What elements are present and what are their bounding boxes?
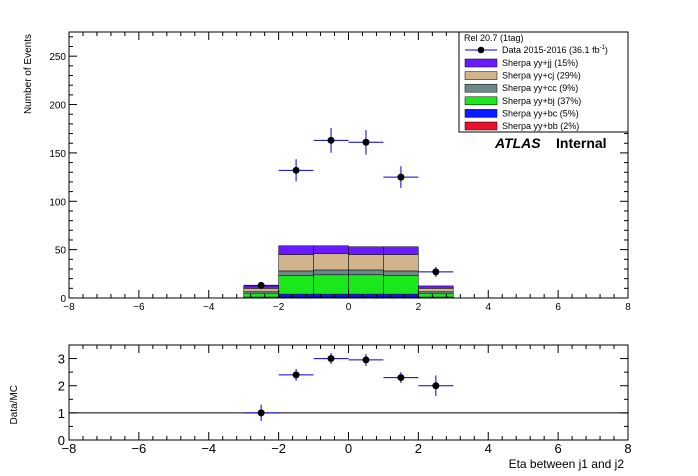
ratio-point (432, 382, 440, 390)
atlas-label: ATLAS (494, 135, 541, 151)
y-axis-label: Number of Events (23, 34, 34, 114)
ratio-y-tick-label: 1 (58, 406, 65, 421)
y-tick-label: 0 (60, 294, 66, 305)
legend-label: Sherpa yy+cj (29%) (502, 71, 581, 81)
data-points (243, 127, 454, 289)
stack-bar (313, 269, 349, 276)
ratio-x-tick-label: 6 (555, 441, 562, 456)
x-tick-label: −4 (203, 302, 215, 313)
ratio-point (362, 356, 370, 364)
ratio-x-tick-label: −6 (131, 441, 146, 456)
ratio-point (257, 409, 265, 417)
legend-header: Rel 20.7 (1tag) (464, 33, 524, 43)
x-tick-label: −6 (133, 302, 145, 313)
internal-label: Internal (556, 135, 607, 151)
ratio-x-tick-label: 4 (485, 441, 492, 456)
data-point (257, 281, 265, 289)
legend-swatch (464, 58, 498, 68)
legend-stack-entries: Sherpa yy+jj (15%) Sherpa yy+cj (29%) Sher… (464, 58, 581, 131)
legend-data-label: Data 2015-2016 (36.1 fb-1) (502, 45, 608, 55)
legend-data-marker (477, 46, 485, 54)
stack-bar (383, 254, 419, 272)
ratio-x-tick-label: 0 (345, 441, 352, 456)
ratio-y-tick-label: 2 (58, 379, 65, 394)
x-tick-label: −8 (63, 302, 75, 313)
ratio-x-tick-label: −4 (201, 441, 216, 456)
stack-bar (383, 293, 419, 298)
y-tick-label: 250 (49, 52, 66, 63)
main-plot: −8 −6 −4 −2 0 2 4 6 8 0 50 100 150 200 250 Number of E… (23, 31, 631, 313)
stack-bar (383, 270, 419, 277)
ratio-y-tick-label: 3 (58, 352, 65, 367)
legend-label: Sherpa yy+bc (5%) (502, 108, 579, 118)
y-tick-label: 150 (49, 149, 66, 160)
legend-swatch (464, 71, 498, 80)
stack-bar (383, 246, 419, 255)
legend-label: Sherpa yy+cc (9%) (502, 83, 578, 93)
stack-bar (278, 245, 314, 255)
stack-bar (278, 293, 314, 298)
data-point (327, 136, 335, 144)
legend-swatch (464, 109, 498, 118)
legend-swatch (464, 96, 498, 106)
x-tick-label: 2 (416, 302, 422, 313)
ratio-point (292, 371, 300, 379)
ratio-points (243, 353, 454, 421)
stack-bar (383, 275, 419, 295)
y-tick-label: 200 (49, 101, 66, 112)
stack-bar (313, 293, 349, 298)
ratio-x-tick-label: −2 (271, 441, 286, 456)
stack-bar (313, 245, 349, 254)
x-tick-label: 8 (625, 302, 631, 313)
stack-bar (278, 270, 314, 277)
x-tick-label: −2 (273, 302, 285, 313)
stack-bar (348, 274, 384, 295)
legend-label: Sherpa yy+jj (15%) (502, 58, 578, 68)
stack-bar (243, 292, 279, 298)
data-point (397, 173, 405, 181)
legend-swatch (464, 83, 498, 93)
ratio-y-tick-label: 0 (58, 433, 65, 448)
ratio-plot: −8 −6 −4 −2 0 2 4 6 8 0 1 2 3 Data/MC Eta between j1… (9, 344, 632, 471)
stack-bar (348, 269, 384, 276)
stack-bar (348, 246, 384, 255)
data-point (362, 138, 370, 146)
stack-bar (418, 288, 454, 292)
y-tick-label: 100 (49, 197, 66, 208)
ratio-point (397, 374, 405, 382)
stack-bar (278, 275, 314, 295)
legend-entry-data: Data 2015-2016 (36.1 fb-1) (465, 45, 608, 55)
ratio-plot-axes: −8 −6 −4 −2 0 2 4 6 8 0 1 2 3 (58, 344, 632, 456)
ratio-x-tick-label: −8 (62, 441, 77, 456)
legend-label: Sherpa yy+bb (2%) (502, 121, 579, 131)
x-tick-label: 6 (555, 302, 561, 313)
stack-bar (313, 253, 349, 271)
stack-bar (348, 293, 384, 298)
legend: Rel 20.7 (1tag) Data 2015-2016 (36.1 fb-… (458, 31, 629, 133)
ratio-x-tick-label: 2 (415, 441, 422, 456)
ratio-plot-frame (68, 344, 629, 441)
stack-bar (418, 285, 454, 289)
x-tick-label: 4 (485, 302, 491, 313)
stack-bar (278, 254, 314, 272)
stack-bar (418, 292, 454, 298)
ratio-y-axis-label: Data/MC (9, 385, 20, 424)
ratio-point (327, 355, 335, 363)
data-point (432, 268, 440, 276)
ratio-x-tick-label: 8 (624, 441, 631, 456)
stack-bar (348, 254, 384, 271)
x-tick-label: 0 (346, 302, 352, 313)
legend-swatch (464, 121, 498, 131)
data-point (292, 166, 300, 174)
stack-bar (313, 274, 349, 295)
legend-label: Sherpa yy+bj (37%) (502, 96, 581, 106)
x-axis-label: Eta between j1 and j2 (509, 457, 625, 471)
y-tick-label: 50 (55, 246, 67, 257)
